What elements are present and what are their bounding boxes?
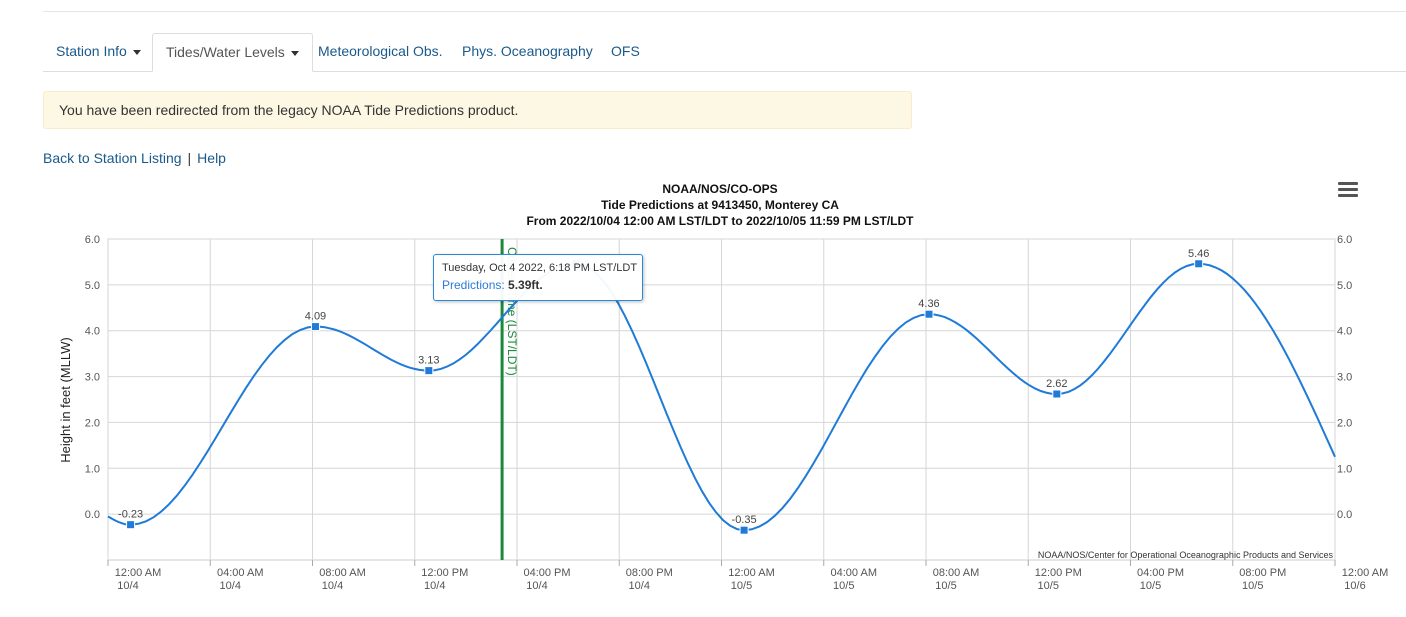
x-tick-time-label: 08:00 PM [1239,567,1286,579]
tab-label: Meteorological Obs. [318,43,443,59]
extreme-marker [739,525,749,535]
extreme-value-label: 3.13 [418,355,439,367]
extreme-value-label: 4.09 [305,311,326,323]
top-divider [43,11,1406,12]
extreme-marker [1052,389,1062,399]
tide-prediction-line [107,262,1336,532]
extreme-marker [310,322,320,332]
x-tick-time-label: 08:00 AM [319,567,365,579]
y-tick-label-left: 0.0 [85,509,100,521]
chart-tooltip: Tuesday, Oct 4 2022, 6:18 PM LST/LDT Pre… [433,254,643,301]
x-tick-time-label: 04:00 AM [217,567,263,579]
x-tick-time-label: 04:00 PM [1137,567,1184,579]
extreme-marker [126,520,136,530]
breadcrumb-links: Back to Station Listing | Help [43,150,226,166]
hamburger-menu-icon[interactable] [1338,182,1358,200]
redirect-alert: You have been redirected from the legacy… [43,91,912,129]
tab-meteorological-obs[interactable]: Meteorological Obs. [305,33,456,70]
extreme-value-label: -0.23 [118,509,143,521]
caret-down-icon [290,50,299,56]
tooltip-value: 5.39ft. [508,278,543,292]
x-tick-time-label: 12:00 AM [1342,567,1388,579]
x-tick-time-label: 12:00 PM [1035,567,1082,579]
x-tick-date-label: 10/4 [629,580,650,592]
x-tick-date-label: 10/5 [1038,580,1059,592]
x-tick-date-label: 10/5 [1242,580,1263,592]
y-tick-label-right: 2.0 [1337,417,1352,429]
tab-label: Phys. Oceanography [462,43,593,59]
x-tick-date-label: 10/4 [424,580,445,592]
back-to-station-listing-link[interactable]: Back to Station Listing [43,150,182,166]
chart-credits: NOAA/NOS/Center for Operational Oceanogr… [1038,550,1334,560]
tooltip-date: Tuesday, Oct 4 2022, 6:18 PM LST/LDT [442,262,638,274]
y-tick-label-right: 0.0 [1337,509,1352,521]
y-tick-label-left: 1.0 [85,463,100,475]
y-tick-label-left: 5.0 [85,280,100,292]
x-tick-date-label: 10/5 [1140,580,1161,592]
extreme-value-label: 5.46 [1188,248,1209,260]
alert-text: You have been redirected from the legacy… [59,102,519,118]
tab-ofs[interactable]: OFS [598,33,653,70]
x-tick-date-label: 10/4 [117,580,138,592]
x-tick-time-label: 12:00 AM [115,567,161,579]
x-tick-time-label: 12:00 AM [728,567,774,579]
y-tick-label-right: 4.0 [1337,326,1352,338]
tab-phys-oceanography[interactable]: Phys. Oceanography [449,33,606,70]
tab-station-info[interactable]: Station Info [43,33,154,70]
extreme-value-label: 4.36 [918,298,939,310]
tab-label: OFS [611,43,640,59]
x-tick-time-label: 12:00 PM [421,567,468,579]
x-tick-time-label: 08:00 AM [933,567,979,579]
x-tick-time-label: 08:00 PM [626,567,673,579]
x-tick-date-label: 10/5 [731,580,752,592]
chart-title-line: Tide Predictions at 9413450, Monterey CA [601,198,839,212]
y-tick-label-right: 6.0 [1337,234,1352,246]
y-tick-label-left: 2.0 [85,417,100,429]
tab-tides-water-levels[interactable]: Tides/Water Levels [152,33,313,72]
extreme-marker [424,366,434,376]
tooltip-series-name: Predictions [442,278,502,292]
x-tick-time-label: 04:00 AM [831,567,877,579]
extreme-value-label: 2.62 [1046,378,1067,390]
extreme-marker [1194,259,1204,269]
x-tick-date-label: 10/5 [833,580,854,592]
help-link[interactable]: Help [197,150,226,166]
x-tick-date-label: 10/4 [220,580,241,592]
y-tick-label-left: 4.0 [85,326,100,338]
y-tick-label-right: 3.0 [1337,372,1352,384]
y-tick-label-left: 3.0 [85,372,100,384]
chart-title-line: From 2022/10/04 12:00 AM LST/LDT to 2022… [526,214,914,228]
link-separator: | [187,150,192,166]
y-tick-label-right: 1.0 [1337,463,1352,475]
tab-label: Tides/Water Levels [166,44,285,60]
caret-down-icon [132,49,141,55]
y-axis-title: Height in feet (MLLW) [58,337,73,462]
product-tabs: Station Info Tides/Water Levels Meteorol… [43,33,1406,72]
chart-title-line: NOAA/NOS/CO-OPS [662,182,777,196]
x-tick-time-label: 04:00 PM [523,567,570,579]
tab-label: Station Info [56,43,127,59]
extreme-marker [924,309,934,319]
x-tick-date-label: 10/6 [1344,580,1365,592]
y-tick-label-right: 5.0 [1337,280,1352,292]
y-tick-label-left: 6.0 [85,234,100,246]
x-tick-date-label: 10/5 [935,580,956,592]
x-tick-date-label: 10/4 [322,580,343,592]
x-tick-date-label: 10/4 [526,580,547,592]
extreme-value-label: -0.35 [732,514,757,526]
